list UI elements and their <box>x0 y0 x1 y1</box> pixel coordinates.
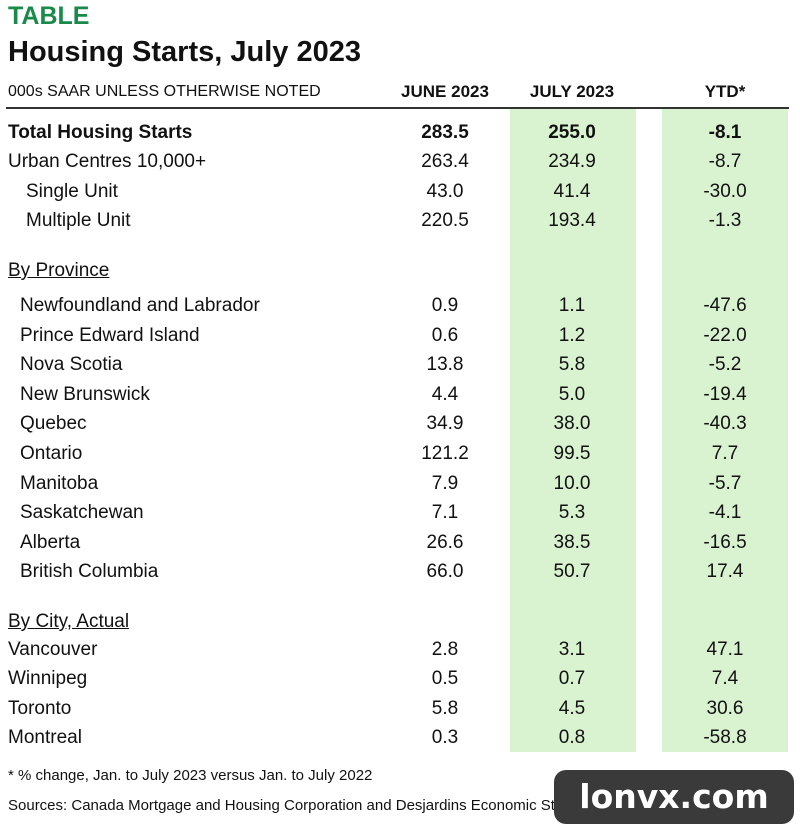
cell-value: 4.5 <box>558 697 586 719</box>
cell-value: 0.3 <box>431 727 459 749</box>
row-label: Ontario <box>20 443 83 464</box>
cell-value: 41.4 <box>553 181 591 202</box>
cell-value: 220.5 <box>421 210 469 231</box>
highlight-band <box>662 108 788 752</box>
cell-value: 5.0 <box>558 383 586 405</box>
cell-value: 1.2 <box>558 324 586 346</box>
cell-value: -1.3 <box>708 210 742 231</box>
cell-value: 4.4 <box>431 383 459 405</box>
row-label: Urban Centres 10,000+ <box>8 151 207 172</box>
column-header: 000s SAAR UNLESS OTHERWISE NOTED <box>8 83 321 100</box>
cell-value: 38.5 <box>553 531 591 553</box>
row-label: Montreal <box>8 727 82 749</box>
cell-value: 121.2 <box>421 443 469 464</box>
cell-value: 283.5 <box>421 122 469 143</box>
cell-value: 26.6 <box>426 531 464 553</box>
cell-value: -8.1 <box>708 122 742 143</box>
cell-value: 0.8 <box>558 727 586 749</box>
row-label: Toronto <box>8 697 72 719</box>
row-label: Newfoundland and Labrador <box>20 295 260 316</box>
section-heading: By City, Actual <box>8 611 130 632</box>
cell-value: -58.8 <box>703 727 747 749</box>
row-label: Manitoba <box>20 472 99 494</box>
cell-value: 47.1 <box>706 639 744 660</box>
row-label: Single Unit <box>26 181 118 202</box>
cell-value: 5.8 <box>558 354 586 376</box>
row-label: Total Housing Starts <box>8 122 193 143</box>
cell-value: -4.1 <box>708 502 742 524</box>
cell-value: -8.7 <box>708 151 742 172</box>
cell-value: 7.7 <box>711 443 739 464</box>
row-label: Winnipeg <box>8 668 88 690</box>
cell-value: 234.9 <box>548 151 596 172</box>
cell-value: 38.0 <box>553 413 591 435</box>
header-rule <box>6 107 789 109</box>
row-label: Saskatchewan <box>20 502 144 524</box>
cell-value: 10.0 <box>553 472 591 494</box>
highlight-band <box>510 108 636 752</box>
cell-value: 34.9 <box>426 413 464 435</box>
cell-value: 50.7 <box>553 561 591 583</box>
cell-value: 5.3 <box>558 502 586 524</box>
cell-value: 193.4 <box>548 210 596 231</box>
cell-value: -40.3 <box>703 413 747 435</box>
cell-value: 1.1 <box>558 295 586 316</box>
kicker: TABLE <box>8 2 90 30</box>
cell-value: -47.6 <box>703 295 747 316</box>
cell-value: -5.2 <box>708 354 742 376</box>
cell-value: 2.8 <box>431 639 459 660</box>
section-heading: By Province <box>8 260 110 281</box>
cell-value: 0.7 <box>558 668 586 690</box>
cell-value: 3.1 <box>558 639 586 660</box>
footnote: * % change, Jan. to July 2023 versus Jan… <box>8 767 373 784</box>
column-header: YTD* <box>704 82 746 101</box>
cell-value: 7.1 <box>431 502 459 524</box>
cell-value: -5.7 <box>708 472 742 494</box>
row-label: New Brunswick <box>20 383 150 405</box>
column-header: JUNE 2023 <box>401 82 489 101</box>
row-label: Vancouver <box>8 639 98 660</box>
row-label: Prince Edward Island <box>20 324 200 346</box>
cell-value: 30.6 <box>706 697 744 719</box>
cell-value: 17.4 <box>706 561 744 583</box>
row-label: Alberta <box>20 531 81 553</box>
cell-value: 5.8 <box>431 697 459 719</box>
row-label: Nova Scotia <box>20 354 123 376</box>
row-label: Quebec <box>20 413 87 435</box>
cell-value: 66.0 <box>426 561 464 583</box>
cell-value: 255.0 <box>548 122 596 143</box>
cell-value: 7.4 <box>711 668 739 690</box>
column-header: JULY 2023 <box>529 82 615 101</box>
cell-value: -30.0 <box>703 181 747 202</box>
row-label: Multiple Unit <box>26 210 131 231</box>
cell-value: 43.0 <box>426 181 464 202</box>
row-label: British Columbia <box>20 561 159 583</box>
cell-value: 13.8 <box>426 354 464 376</box>
cell-value: -19.4 <box>703 383 747 405</box>
cell-value: 0.5 <box>431 668 459 690</box>
title: Housing Starts, July 2023 <box>8 36 361 68</box>
cell-value: 0.6 <box>431 324 459 346</box>
cell-value: 7.9 <box>431 472 459 494</box>
cell-value: 99.5 <box>553 443 591 464</box>
cell-value: -22.0 <box>703 324 747 346</box>
watermark: lonvx.com <box>554 770 794 824</box>
sources: Sources: Canada Mortgage and Housing Cor… <box>8 797 555 814</box>
cell-value: 0.9 <box>431 295 459 316</box>
cell-value: 263.4 <box>421 151 469 172</box>
cell-value: -16.5 <box>703 531 747 553</box>
